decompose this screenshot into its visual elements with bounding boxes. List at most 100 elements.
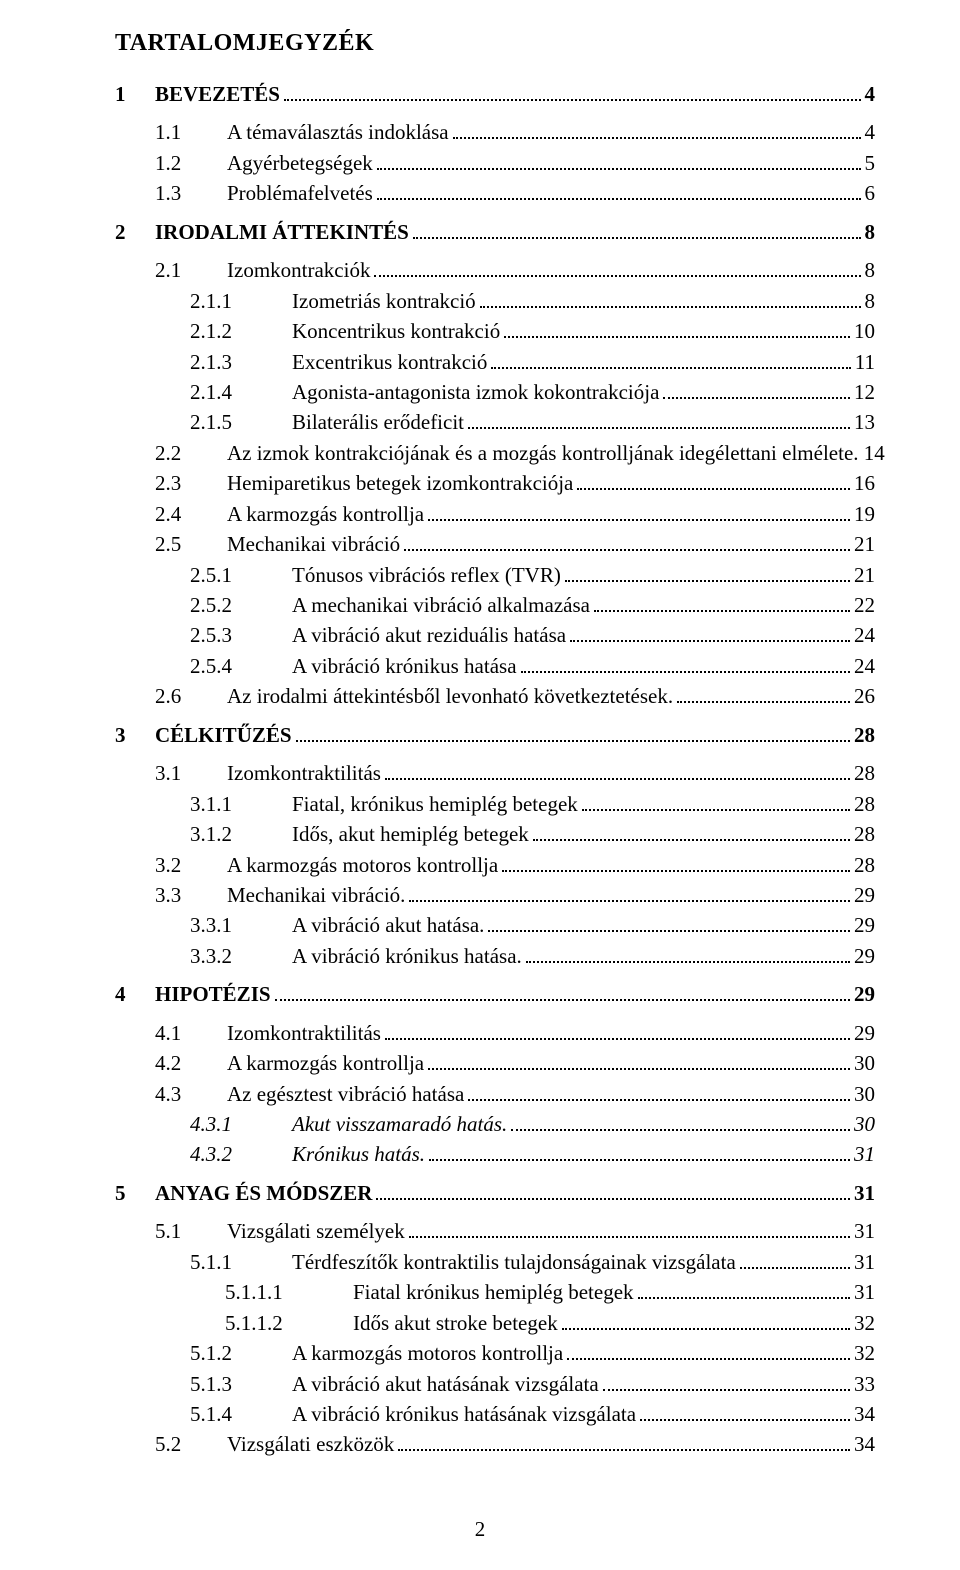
toc-entry-label: Koncentrikus kontrakció [292,316,500,346]
toc-entry-number: 3.1.1 [190,789,292,819]
toc-entry-number: 2.1.3 [190,347,292,377]
toc-entry: 2.1.5Bilaterális erődeficit13 [115,407,875,437]
toc-entry-label: A karmozgás kontrollja [227,499,424,529]
toc-entry: 3.1.1Fiatal, krónikus hemiplég betegek 28 [115,789,875,819]
toc-entry-page: 31 [854,1178,875,1208]
toc-entry-number: 2 [115,217,155,247]
toc-leader [570,639,850,642]
toc-entry-number: 3.1 [155,758,227,788]
toc-leader [638,1296,850,1299]
toc-entry: 3CÉLKITŰZÉS28 [115,720,875,750]
toc-entry-label: A karmozgás kontrollja [227,1048,424,1078]
toc-leader [377,167,861,170]
toc-leader [385,1037,850,1040]
toc-entry: 2.5.2A mechanikai vibráció alkalmazása22 [115,590,875,620]
toc-entry-page: 28 [854,819,875,849]
toc-entry-label: Az egésztest vibráció hatása [227,1079,464,1109]
toc-entry-number: 5.1.1.1 [225,1277,353,1307]
toc-leader [413,236,861,239]
toc-entry: 5.1.1.1Fiatal krónikus hemiplég betegek3… [115,1277,875,1307]
toc-entry: 4.1Izomkontraktilitás29 [115,1018,875,1048]
toc-entry: 4.2A karmozgás kontrollja30 [115,1048,875,1078]
toc-entry-page: 30 [854,1109,875,1139]
toc-entry-page: 28 [854,850,875,880]
toc-entry-label: Mechanikai vibráció [227,529,400,559]
toc-entry-label: Excentrikus kontrakció [292,347,487,377]
toc-entry-number: 1.1 [155,117,227,147]
toc-entry-number: 3.3.2 [190,941,292,971]
toc-entry-page: 13 [854,407,875,437]
toc-entry: 2.5.1Tónusos vibrációs reflex (TVR)21 [115,560,875,590]
toc-leader [398,1448,850,1451]
toc-entry: 1.1A témaválasztás indoklása4 [115,117,875,147]
toc-entry: 1.3Problémafelvetés6 [115,178,875,208]
toc-entry-number: 2.3 [155,468,227,498]
toc-leader [491,366,850,369]
toc-entry-page: 28 [854,720,875,750]
toc-entry-label: A karmozgás motoros kontrollja [227,850,498,880]
toc-entry-page: 34 [854,1399,875,1429]
toc-entry-label: A vibráció akut reziduális hatása [292,620,566,650]
toc-entry: 4HIPOTÉZIS29 [115,979,875,1009]
toc-entry-label: Agonista-antagonista izmok kokontrakciój… [292,377,659,407]
toc-entry-number: 4.3 [155,1079,227,1109]
toc-entry-label: Idős akut stroke betegek [353,1308,558,1338]
toc-entry-number: 2.1.1 [190,286,292,316]
toc-entry: 5.2Vizsgálati eszközök34 [115,1429,875,1459]
toc-entry-number: 3 [115,720,155,750]
toc-leader [428,1067,850,1070]
toc-entry-number: 5.1.1 [190,1247,292,1277]
toc-entry-page: 4 [865,117,876,147]
toc-entry-page: 34 [854,1429,875,1459]
toc-leader [428,518,850,521]
toc-leader [582,808,850,811]
toc-leader [284,98,861,101]
toc-leader [603,1388,850,1391]
toc-entry-page: 14 [864,438,885,468]
toc-entry-label: Agyérbetegségek [227,148,373,178]
toc-entry: 5.1.1Térdfeszítők kontraktilis tulajdons… [115,1247,875,1277]
toc-entry-page: 29 [854,941,875,971]
toc-entry-page: 19 [854,499,875,529]
toc-entry-label: Problémafelvetés [227,178,373,208]
toc-entry-label: A mechanikai vibráció alkalmazása [292,590,590,620]
toc-entry: 3.3.2A vibráció krónikus hatása.29 [115,941,875,971]
toc-leader [480,305,861,308]
toc-entry: 4.3.2Krónikus hatás.31 [115,1139,875,1169]
toc-entry-number: 5.1 [155,1216,227,1246]
toc-entry-label: Izomkontrakciók [227,255,370,285]
toc-leader [594,609,850,612]
toc-body: 1BEVEZETÉS41.1A témaválasztás indoklása4… [115,79,875,1460]
toc-leader [677,700,850,703]
toc-entry-page: 8 [865,217,876,247]
toc-leader [567,1357,850,1360]
toc-entry-label: A vibráció akut hatása. [292,910,484,940]
toc-entry-label: Hemiparetikus betegek izomkontrakciója [227,468,573,498]
toc-leader [374,274,860,277]
toc-leader [740,1266,850,1269]
toc-entry-number: 2.1 [155,255,227,285]
toc-entry: 1.2Agyérbetegségek5 [115,148,875,178]
toc-entry: 2.3Hemiparetikus betegek izomkontrakciój… [115,468,875,498]
toc-entry-label: Térdfeszítők kontraktilis tulajdonságain… [292,1247,736,1277]
toc-leader [511,1128,850,1131]
toc-entry-label: Fiatal, krónikus hemiplég betegek [292,789,578,819]
toc-entry-number: 2.1.2 [190,316,292,346]
toc-leader [468,426,850,429]
toc-entry-page: 8 [865,255,876,285]
toc-entry: 5.1.3A vibráció akut hatásának vizsgálat… [115,1369,875,1399]
toc-entry-page: 16 [854,468,875,498]
toc-entry-label: Vizsgálati személyek [227,1216,405,1246]
toc-entry-label: Krónikus hatás. [292,1139,425,1169]
toc-entry-number: 3.1.2 [190,819,292,849]
toc-entry: 2.5.3A vibráció akut reziduális hatása24 [115,620,875,650]
toc-leader [409,899,850,902]
toc-entry-page: 12 [854,377,875,407]
toc-entry: 2.1Izomkontrakciók 8 [115,255,875,285]
toc-leader [565,579,850,582]
toc-entry-page: 28 [854,789,875,819]
toc-entry-page: 24 [854,651,875,681]
toc-entry-page: 10 [854,316,875,346]
toc-leader [275,998,850,1001]
toc-entry-label: Az irodalmi áttekintésből levonható köve… [227,681,673,711]
